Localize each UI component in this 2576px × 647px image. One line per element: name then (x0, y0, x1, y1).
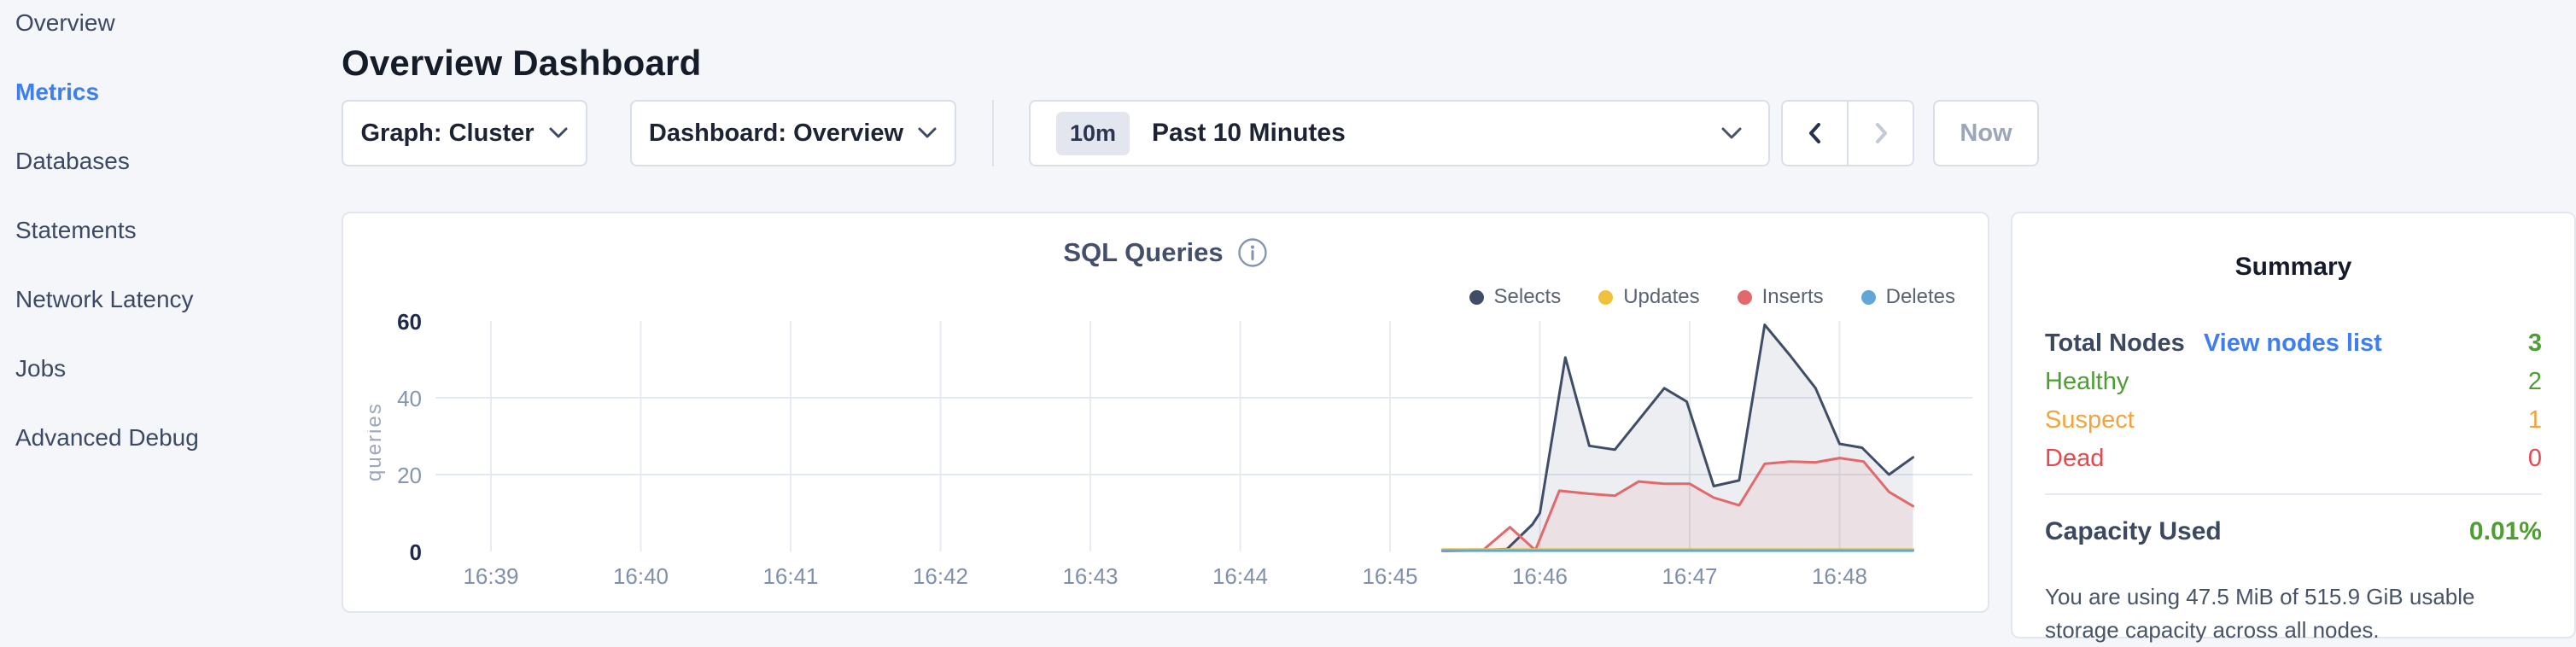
chart-title: SQL Queries (1063, 237, 1224, 267)
controls-divider (992, 100, 994, 166)
status-label: Suspect (2045, 406, 2135, 434)
sidebar-item-network-latency[interactable]: Network Latency (15, 286, 194, 312)
chevron-down-icon (918, 127, 937, 138)
status-value: 2 (2527, 368, 2542, 395)
sidebar-item-overview[interactable]: Overview (15, 9, 115, 36)
sidebar-item-databases[interactable]: Databases (15, 148, 130, 174)
time-range-badge: 10m (1056, 111, 1130, 155)
node-status-rows: Total Nodes View nodes list 3 Healthy 2 Su… (2045, 324, 2542, 478)
summary-panel: Summary Total Nodes View nodes list 3 He… (2011, 212, 2576, 643)
capacity-used-label: Capacity Used (2045, 517, 2222, 545)
now-button-label: Now (1960, 119, 2012, 147)
legend-label: Deletes (1885, 285, 1955, 308)
y-axis-tick-label: 60 (397, 309, 422, 335)
info-icon[interactable] (1237, 237, 1268, 268)
total-nodes-row: Total Nodes View nodes list 3 (2045, 324, 2542, 363)
x-axis-tick-label: 16:45 (1362, 563, 1417, 589)
capacity-used-value: 0.01% (2468, 517, 2542, 545)
legend-item-deletes[interactable]: Deletes (1860, 285, 1955, 309)
now-button[interactable]: Now (1933, 100, 2039, 166)
series-inserts-area (1442, 458, 1913, 551)
summary-divider (2045, 493, 2542, 495)
status-row-healthy: Healthy 2 (2045, 363, 2542, 401)
x-axis-tick-label: 16:47 (1662, 563, 1717, 589)
status-row-suspect: Suspect 1 (2045, 401, 2542, 440)
time-range-label: Past 10 Minutes (1152, 119, 1346, 147)
y-axis-tick-label: 20 (397, 463, 422, 488)
legend-label: Inserts (1761, 285, 1824, 308)
summary-title: Summary (2234, 253, 2352, 281)
dashboard-dropdown[interactable]: Dashboard: Overview (630, 100, 956, 166)
sidebar-item-jobs[interactable]: Jobs (15, 355, 67, 382)
legend-dot-icon (1598, 289, 1614, 305)
y-axis-tick-label: 0 (410, 539, 422, 565)
graph-scope-dropdown[interactable]: Graph: Cluster (342, 100, 587, 166)
series-selects-area (1442, 324, 1913, 551)
sidebar-item-advanced-debug[interactable]: Advanced Debug (15, 424, 199, 451)
y-axis-tick-label: 40 (397, 386, 422, 411)
time-step-button-group (1781, 100, 1914, 166)
chart-title-row: SQL Queries (343, 237, 1988, 268)
chevron-right-icon (1875, 123, 1887, 143)
legend-dot-icon (1737, 289, 1752, 305)
time-step-forward-button[interactable] (1847, 102, 1913, 165)
chevron-down-icon (549, 127, 568, 138)
status-value: 1 (2527, 406, 2542, 434)
capacity-used-row: Capacity Used 0.01% (2045, 517, 2542, 546)
chevron-left-icon (1808, 123, 1820, 143)
legend-item-selects[interactable]: Selects (1469, 285, 1562, 309)
graph-scope-dropdown-label: Graph: Cluster (360, 119, 534, 147)
status-rows-container: Healthy 2 Suspect 1 Dead 0 (2045, 363, 2542, 478)
sql-queries-chart: 0 20 40 60 queries 16:39 16:40 16:41 16:42 16:43 1… (367, 309, 1972, 589)
page-title: Overview Dashboard (342, 43, 702, 84)
series-selects-line (1440, 324, 1914, 552)
x-axis-tick-label: 16:40 (613, 563, 669, 589)
legend-item-inserts[interactable]: Inserts (1737, 285, 1824, 309)
x-axis-tick-label: 16:48 (1812, 563, 1867, 589)
x-axis-tick-label: 16:46 (1512, 563, 1568, 589)
status-value: 0 (2527, 445, 2542, 472)
time-step-back-button[interactable] (1783, 102, 1847, 165)
legend-dot-icon (1860, 289, 1876, 305)
status-row-dead: Dead 0 (2045, 440, 2542, 478)
legend-label: Selects (1493, 285, 1562, 308)
legend-dot-icon (1469, 289, 1484, 305)
status-label: Dead (2045, 445, 2105, 472)
sidebar-nav: Overview Metrics Databases Statements Networ… (15, 0, 323, 472)
sidebar-item-metrics[interactable]: Metrics (15, 79, 100, 105)
y-axis-title: queries (367, 402, 386, 481)
x-axis-tick-label: 16:43 (1062, 563, 1118, 589)
status-label: Healthy (2045, 368, 2129, 395)
metrics-page: { "colors": { "accent_blue": "#3e7ef0", … (15, 0, 2576, 643)
legend-item-updates[interactable]: Updates (1598, 285, 1700, 309)
sql-queries-chart-card: SQL Queries Selects Updates Inserts Deletes… (342, 212, 1989, 613)
chevron-down-icon (1721, 127, 1742, 138)
x-axis-tick-label: 16:42 (913, 563, 968, 589)
total-nodes-value: 3 (2527, 329, 2542, 357)
time-range-dropdown[interactable]: 10m Past 10 Minutes (1029, 100, 1770, 166)
x-axis-tick-label: 16:39 (463, 563, 518, 589)
dashboard-dropdown-label: Dashboard: Overview (648, 119, 904, 147)
view-nodes-list-link[interactable]: View nodes list (2203, 329, 2382, 357)
total-nodes-label: Total Nodes (2045, 329, 2185, 357)
x-axis-tick-label: 16:44 (1212, 563, 1268, 589)
chart-legend: Selects Updates Inserts Deletes (1469, 285, 1955, 309)
x-axis-tick-label: 16:41 (762, 563, 818, 589)
capacity-description: You are using 47.5 MiB of 515.9 GiB usab… (2045, 584, 2475, 643)
sidebar-item-statements[interactable]: Statements (15, 217, 137, 243)
legend-label: Updates (1623, 285, 1700, 308)
